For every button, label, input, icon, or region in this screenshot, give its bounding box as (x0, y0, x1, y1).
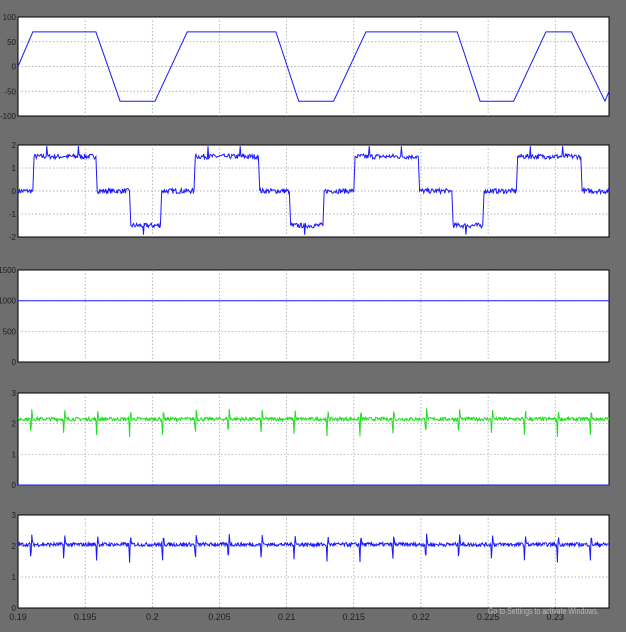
scope-panel-2: 2 1 0 -1 -2 (9, 141, 610, 242)
y-tick-label: 2 (12, 420, 17, 429)
series-line-1 (17, 408, 610, 438)
plot-area (17, 392, 610, 486)
x-tick-label: 0.19 (9, 612, 27, 622)
series-line-1 (17, 533, 610, 563)
series-line-1 (17, 31, 610, 103)
y-tick-label: -50 (4, 87, 16, 96)
y-tick-label: -100 (0, 112, 17, 121)
y-tick-label: 3 (12, 389, 17, 398)
x-tick-label: 0.215 (343, 612, 366, 622)
x-tick-label: 0.22 (412, 612, 430, 622)
y-tick-label: 1500 (0, 266, 17, 275)
scope-panel-3: 1500 1000 500 0 (0, 266, 610, 367)
y-tick-label: 0 (12, 481, 17, 490)
y-tick-label: 1000 (0, 297, 17, 306)
x-tick-label: 0.205 (208, 612, 231, 622)
x-tick-label: 0.21 (278, 612, 296, 622)
y-tick-label: 2 (12, 141, 17, 150)
y-tick-label: 1 (12, 164, 17, 173)
x-tick-label: 0.225 (477, 612, 500, 622)
y-tick-label: 0 (12, 63, 17, 72)
y-tick-label: 0 (12, 358, 17, 367)
y-tick-label: 3 (12, 511, 17, 520)
x-tick-label: 0.2 (146, 612, 159, 622)
scope-panel-4: 3 2 1 0 (12, 389, 610, 490)
y-tick-label: 2 (12, 542, 17, 551)
plot-area (17, 514, 610, 609)
activate-windows-subtext: Go to Settings to activate Windows. (488, 606, 599, 616)
y-tick-label: 50 (7, 38, 16, 47)
y-tick-label: 500 (3, 327, 17, 336)
y-tick-label: 0 (12, 604, 17, 613)
y-tick-label: 0 (12, 187, 17, 196)
series-line-1 (17, 146, 610, 235)
x-tick-label: 0.23 (547, 612, 565, 622)
scope-panel-1: 100 50 0 -50 -100 (0, 13, 610, 121)
activate-windows-watermark: Activate Windows (488, 585, 566, 600)
scope-panel-5: 3 2 1 00.19 0.195 0.2 0.205 0.21 0.215 0.22 0.225 0… (9, 511, 610, 622)
y-tick-label: -2 (9, 233, 17, 242)
y-tick-label: 100 (3, 13, 17, 22)
y-tick-label: -1 (9, 210, 17, 219)
y-tick-label: 1 (12, 450, 17, 459)
plot-area (17, 269, 610, 363)
y-tick-label: 1 (12, 573, 17, 582)
x-tick-label: 0.195 (74, 612, 97, 622)
